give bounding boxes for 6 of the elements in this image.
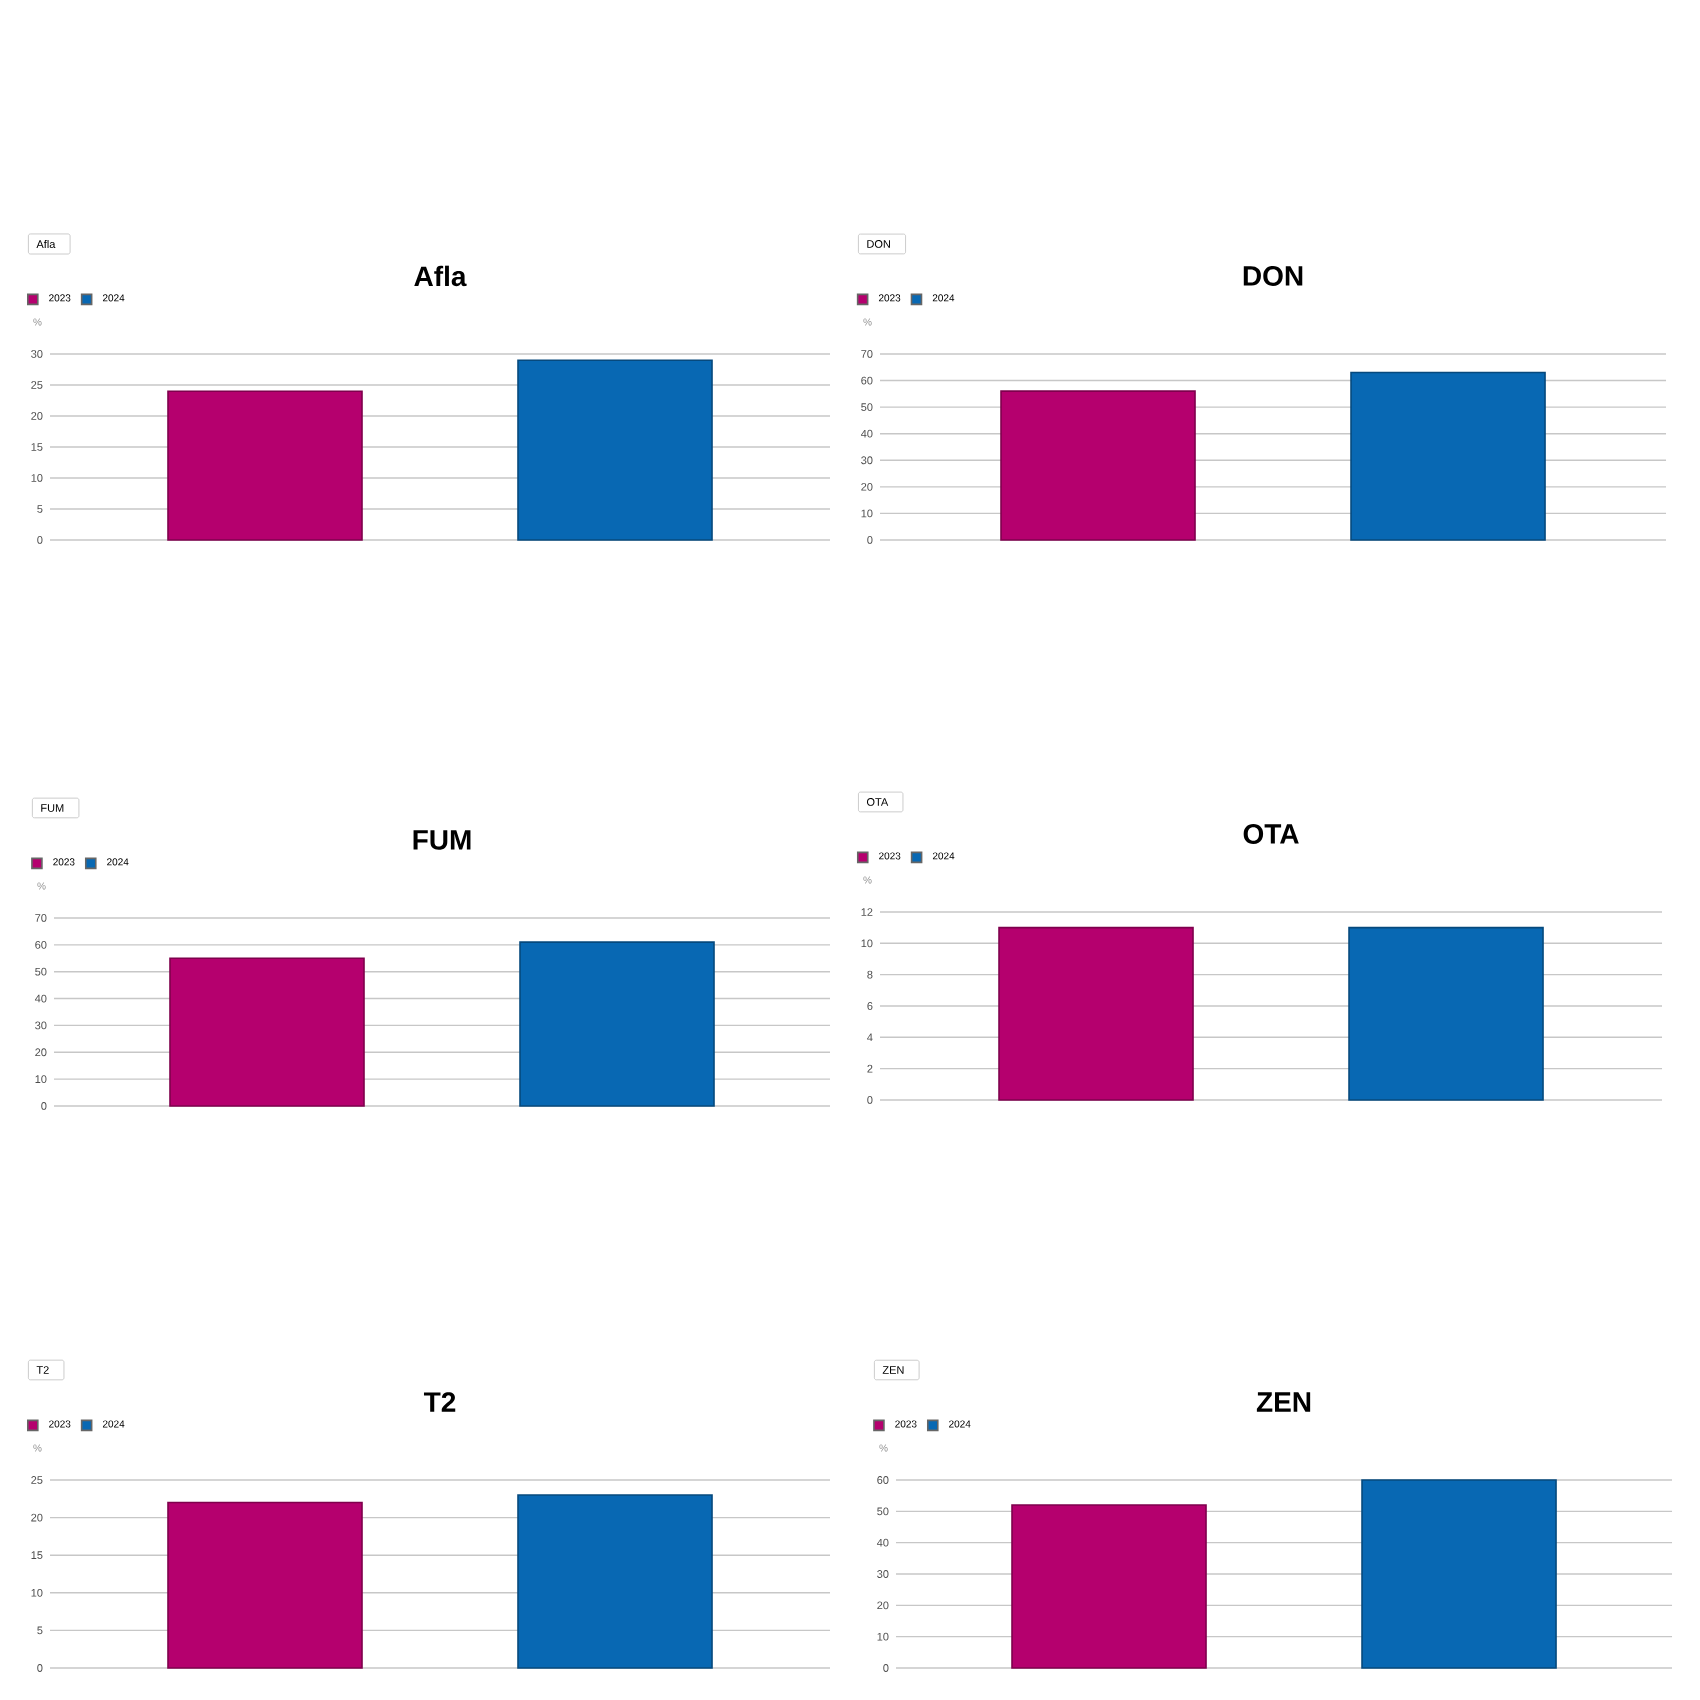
chart-title: FUM	[413, 830, 471, 850]
chart-title: Afla	[414, 265, 467, 287]
chart-title: OTA	[1243, 824, 1299, 844]
chart-title: ZEN	[1256, 1392, 1311, 1412]
chart-title: DON	[1243, 266, 1303, 286]
chart-title: T2	[423, 1392, 456, 1412]
